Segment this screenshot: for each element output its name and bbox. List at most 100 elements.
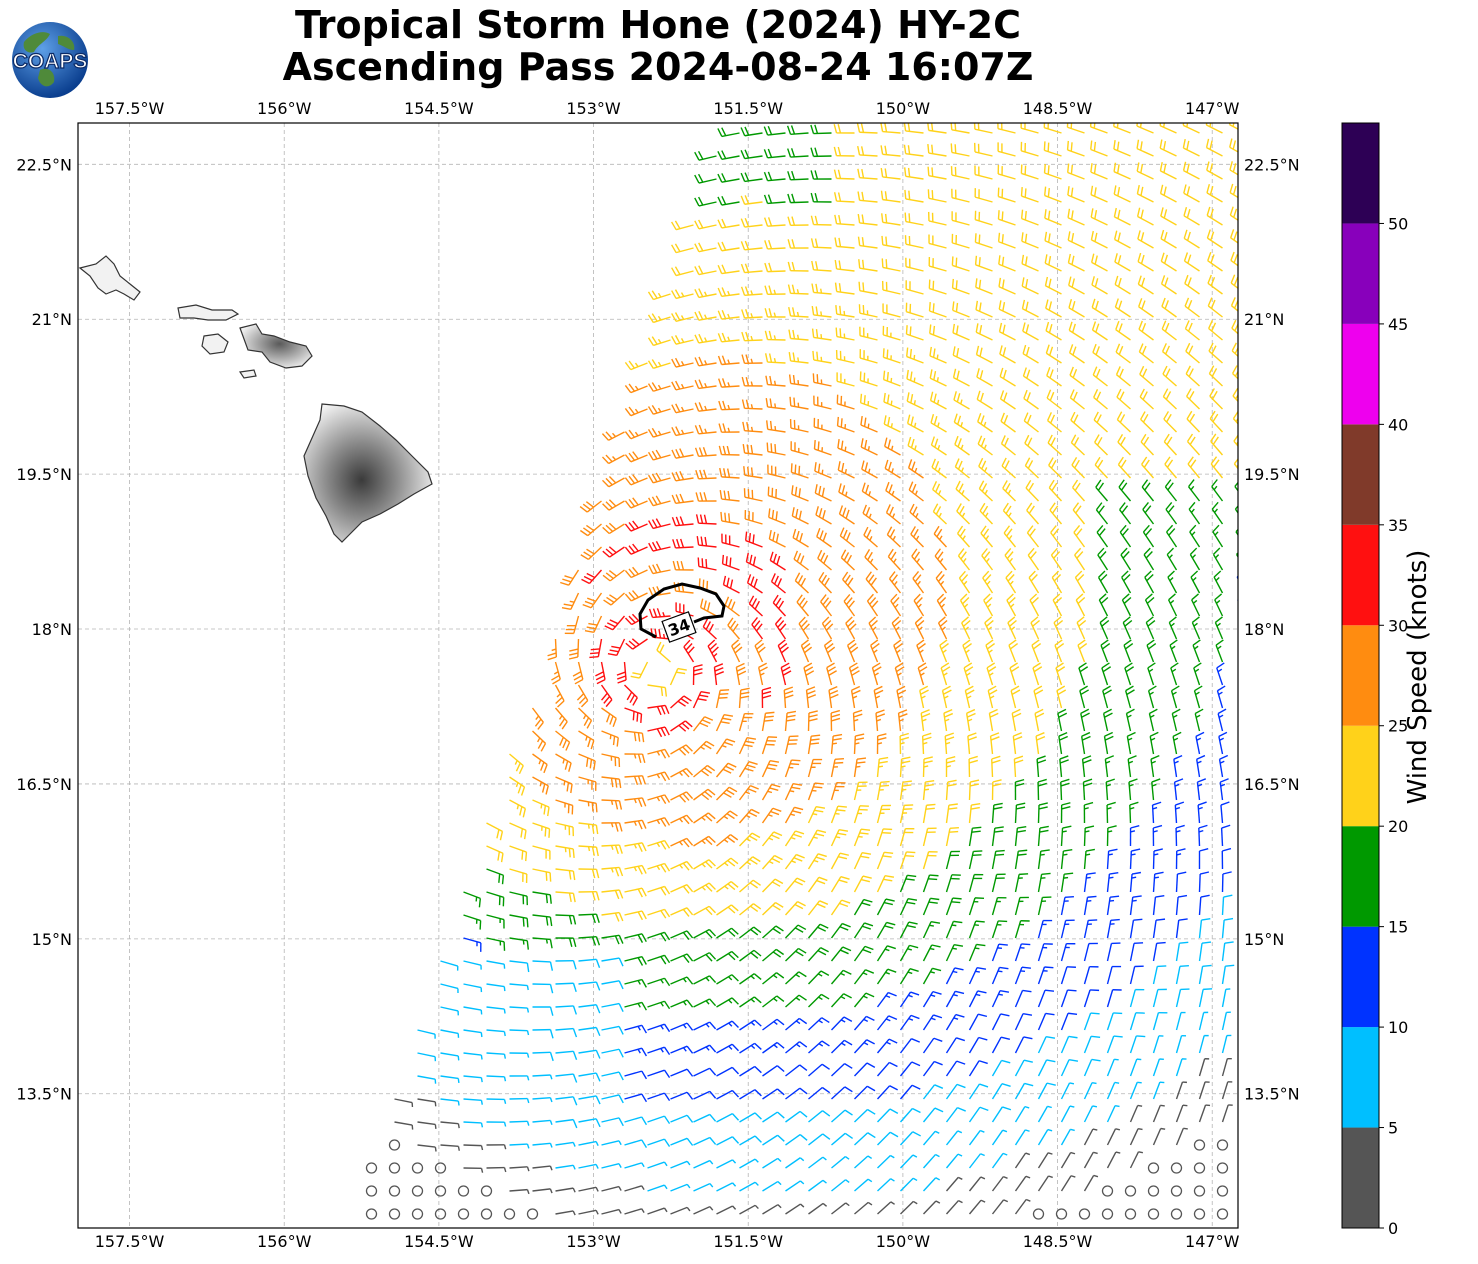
wind-barb [835, 327, 855, 341]
wind-barb [693, 928, 717, 939]
wind-barb [1083, 1174, 1099, 1192]
wind-barb [876, 874, 895, 893]
wind-barb [800, 639, 813, 663]
wind-barb [1078, 1208, 1091, 1220]
wind-barb [1114, 275, 1131, 295]
wind-barb [763, 171, 786, 182]
wind-barb [1147, 1162, 1160, 1174]
wind-barb [532, 1028, 554, 1039]
wind-barb [1060, 966, 1076, 985]
wind-barb [1193, 685, 1203, 709]
wind-barb [670, 837, 694, 848]
wind-barb [856, 123, 878, 134]
wind-barb [1216, 1208, 1229, 1220]
wind-barb [1083, 848, 1095, 870]
wind-barb [887, 548, 902, 571]
wind-barb [671, 289, 694, 300]
wind-barb [1184, 297, 1200, 318]
wind-barb [1083, 966, 1099, 985]
wind-barb [767, 464, 786, 479]
colorbar-bin [1342, 223, 1379, 324]
wind-barb [757, 662, 768, 686]
wind-barb [1187, 456, 1201, 479]
wind-barb [811, 260, 832, 272]
wind-barb [903, 167, 924, 180]
wind-barb [624, 1024, 647, 1034]
wind-barb [1096, 524, 1109, 548]
wind-barb [980, 525, 994, 548]
wind-barb [647, 1000, 671, 1010]
wind-barb [784, 806, 804, 824]
wind-barb [922, 803, 936, 824]
wind-barb [1047, 434, 1062, 456]
wind-barb [694, 311, 717, 321]
wind-barb [624, 520, 648, 532]
wind-barb [1098, 593, 1109, 617]
wind-barb [738, 784, 759, 801]
wind-barb [764, 262, 786, 273]
wind-barb [1115, 343, 1131, 364]
wind-barb [1011, 708, 1022, 732]
wind-barb [1020, 164, 1039, 180]
wind-barb [440, 1121, 460, 1129]
wind-barb [830, 993, 852, 1008]
wind-barb [907, 436, 924, 456]
wind-barb [930, 436, 947, 456]
wind-barb [1189, 547, 1201, 571]
wind-barb [1068, 276, 1085, 295]
wind-barb [1060, 942, 1076, 962]
wind-barb [904, 235, 924, 249]
wind-barb [1194, 708, 1204, 732]
wind-barb [830, 946, 852, 962]
colorbar-tick-label: 0 [1388, 1219, 1398, 1238]
wind-barb [1050, 547, 1063, 571]
wind-barb [810, 147, 832, 158]
wind-barb [1138, 320, 1154, 341]
wind-barb [807, 710, 818, 732]
colorbar-tick-label: 5 [1388, 1119, 1398, 1138]
wind-barb [880, 167, 901, 180]
wind-barb [647, 748, 670, 759]
wind-barb [932, 481, 947, 502]
wind-barb [1044, 231, 1062, 249]
wind-barb [945, 1153, 963, 1169]
wind-barb [1053, 616, 1064, 640]
wind-barb [578, 891, 600, 901]
wind-barb [555, 776, 573, 794]
wind-barb [974, 210, 993, 226]
wind-barb [647, 1161, 668, 1169]
colorbar-tick-label: 45 [1388, 315, 1408, 334]
wind-barb [1246, 1035, 1255, 1053]
wind-barb [831, 1179, 850, 1192]
wind-barb [952, 368, 970, 387]
wind-barb [1074, 570, 1086, 594]
wind-barb [555, 1005, 577, 1015]
wind-barb [838, 505, 855, 525]
wind-barb [899, 851, 916, 870]
wind-barb [1121, 593, 1132, 617]
wind-barb [853, 781, 868, 801]
wind-barb [1046, 389, 1062, 410]
wind-barb [1095, 502, 1109, 525]
wind-barb [945, 1130, 963, 1146]
wind-barb [1198, 847, 1209, 870]
wind-barb [578, 799, 598, 813]
wind-barb [1170, 1185, 1183, 1197]
wind-barb [831, 1202, 850, 1215]
wind-barb [968, 850, 983, 870]
wind-barb [486, 937, 506, 951]
wind-barb [671, 357, 694, 368]
wind-barb [744, 531, 763, 548]
wind-barb [411, 1208, 424, 1220]
wind-barb [950, 166, 970, 180]
axis-ticks: 157.5°W157.5°W156°W156°W154.5°W154.5°W15… [16, 99, 1299, 1251]
wind-barb [555, 937, 577, 948]
wind-barb [880, 190, 901, 203]
wind-barb [1000, 435, 1016, 456]
wind-barb [624, 429, 648, 440]
wind-barb [440, 1144, 460, 1151]
wind-barb [578, 1186, 599, 1192]
wind-barb [532, 937, 553, 949]
wind-barb [1090, 185, 1108, 203]
lon-tick-label-top: 157.5°W [95, 99, 165, 118]
